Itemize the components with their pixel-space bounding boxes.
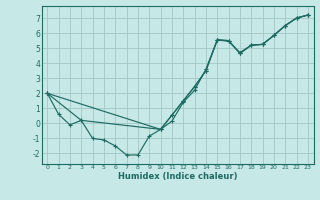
X-axis label: Humidex (Indice chaleur): Humidex (Indice chaleur) [118,172,237,181]
